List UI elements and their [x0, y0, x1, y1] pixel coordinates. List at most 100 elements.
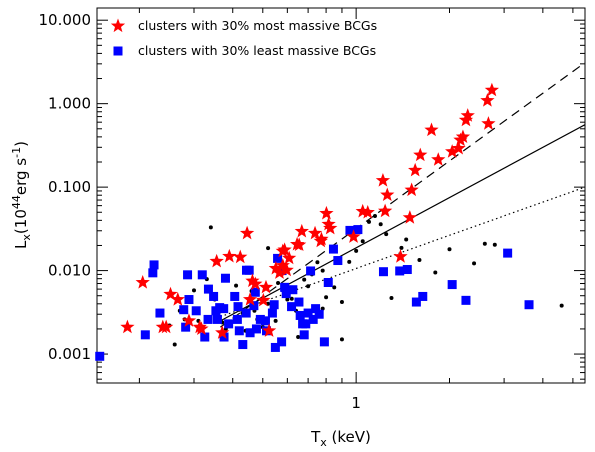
least-massive-bcg-point: [299, 330, 309, 340]
most-massive-bcg-point: [451, 140, 466, 155]
most-massive-bcg-point: [480, 93, 495, 107]
other-cluster-point: [482, 241, 487, 246]
most-massive-bcg-point: [282, 250, 297, 265]
other-cluster-point: [404, 237, 409, 242]
most-massive-bcg-point: [460, 108, 475, 122]
least-massive-bcg-point: [155, 308, 165, 318]
least-massive-bcg-point: [197, 270, 207, 280]
other-cluster-point: [332, 285, 337, 290]
other-cluster-point: [417, 257, 422, 262]
least-massive-bcg-point: [95, 351, 105, 361]
axis-ticks: [97, 8, 585, 383]
least-massive-bcg-point: [323, 277, 333, 287]
most-massive-bcg-point: [159, 319, 174, 334]
other-cluster-point: [320, 306, 325, 311]
least-massive-bcg-point: [319, 337, 329, 347]
other-cluster-point: [389, 295, 394, 300]
least-massive-bcg-point: [461, 295, 471, 305]
other-cluster-point: [339, 300, 344, 305]
other-cluster-point: [296, 335, 301, 340]
x-tick-label: 1: [351, 394, 361, 412]
least-massive-bcg-point: [328, 244, 338, 254]
most-massive-bcg-point: [393, 249, 408, 263]
other-cluster-point: [384, 232, 389, 237]
other-cluster-point: [302, 277, 307, 282]
least-massive-bcg-point: [288, 285, 298, 295]
least-massive-bcg-point: [303, 308, 313, 318]
least-massive-bcg-point: [260, 316, 270, 326]
other-cluster-point: [366, 219, 371, 224]
most-massive-bcg-point: [404, 182, 419, 197]
most-massive-bcg-point: [272, 265, 287, 279]
least-massive-bcg-point: [269, 300, 279, 310]
legend-label-least-massive: clusters with 30% least massive BCGs: [138, 43, 376, 58]
most-massive-bcg-point: [242, 292, 258, 306]
least-massive-bcg-point: [270, 342, 280, 352]
other-cluster-point: [289, 296, 294, 301]
least-massive-bcg-point: [203, 284, 213, 294]
least-massive-bcg-point: [184, 295, 194, 305]
most-massive-bcg-point: [408, 162, 423, 177]
y-tick-label: 10.000: [39, 11, 92, 29]
y-tick-label: 0.100: [48, 178, 91, 196]
least-massive-bcg-point: [148, 268, 158, 278]
least-massive-bcg-point: [255, 314, 265, 324]
y-tick-label: 1.000: [48, 95, 91, 113]
least-massive-bcg-point: [251, 324, 261, 334]
least-massive-bcg-point: [273, 253, 283, 263]
least-massive-bcg-point: [418, 291, 428, 301]
other-cluster-point: [339, 337, 344, 342]
other-cluster-point: [472, 261, 477, 266]
most-massive-bcg-point: [445, 144, 460, 158]
least-massive-bcg-point: [212, 314, 222, 324]
most-massive-bcg-point: [215, 325, 230, 339]
fit-lines: [220, 62, 586, 328]
other-cluster-point: [315, 260, 320, 265]
least-massive-bcg-point: [311, 304, 321, 314]
other-cluster-point: [492, 242, 497, 247]
least-massive-bcg-point: [200, 332, 210, 342]
least-massive-bcg-point: [183, 270, 193, 280]
least-massive-bcg-point: [181, 322, 191, 332]
most-massive-bcg-point: [248, 276, 263, 291]
other-cluster-point: [306, 284, 311, 289]
legend: clusters with 30% most massive BCGs clus…: [110, 18, 377, 58]
other-cluster-point: [208, 225, 213, 230]
other-cluster-point: [378, 222, 383, 227]
legend-square-marker: [113, 46, 123, 56]
least-massive-bcg-point: [244, 265, 254, 275]
most-massive-bcg-point: [360, 204, 375, 219]
other-cluster-point: [433, 270, 438, 275]
most-massive-bcg-point: [431, 152, 446, 166]
least-massive-bcg-point: [238, 340, 248, 350]
legend-star-icon: [110, 18, 126, 33]
other-cluster-point: [273, 318, 278, 323]
most-massive-bcg-point: [256, 292, 271, 307]
least-massive-bcg-point: [345, 225, 355, 235]
least-massive-bcg-point: [281, 289, 291, 299]
least-massive-bcg-point: [503, 248, 513, 258]
fit-line-dashed: [220, 62, 586, 328]
other-cluster-point: [372, 213, 377, 218]
most-massive-bcg-point: [307, 225, 323, 240]
legend-label-most-massive: clusters with 30% most massive BCGs: [138, 18, 377, 33]
most-massive-bcg-point: [377, 203, 393, 218]
least-massive-bcg-point: [230, 291, 240, 301]
least-massive-bcg-point: [378, 267, 388, 277]
least-massive-bcg-point: [140, 330, 150, 340]
most-massive-bcg-point: [258, 279, 274, 294]
other-cluster-point: [447, 247, 452, 252]
other-cluster-point: [234, 283, 239, 288]
legend-star-marker: [110, 18, 126, 33]
most-massive-bcg-point: [135, 275, 150, 289]
least-massive-bcg-point: [191, 306, 201, 316]
y-tick-label: 0.001: [48, 345, 91, 363]
most-massive-bcg-point: [455, 129, 471, 144]
fit-line-dotted: [220, 186, 586, 318]
most-massive-bcg-point: [245, 273, 260, 288]
least-massive-bcg-point: [314, 309, 324, 319]
other-cluster-point: [172, 342, 177, 347]
least-massive-bcg-point: [203, 314, 213, 324]
most-massive-bcg-point: [314, 231, 329, 246]
most-massive-bcg-point: [170, 292, 185, 306]
